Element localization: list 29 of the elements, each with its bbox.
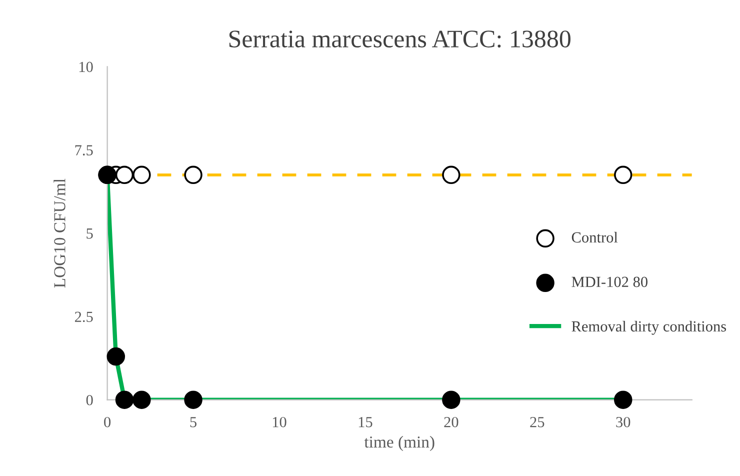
y-tick-label: 10 bbox=[79, 62, 93, 72]
point bbox=[184, 390, 202, 409]
point bbox=[442, 390, 460, 409]
legend-label: Control bbox=[572, 232, 618, 243]
point bbox=[614, 166, 632, 184]
point bbox=[442, 166, 460, 184]
point bbox=[115, 166, 134, 184]
x-tick-label: 30 bbox=[616, 416, 630, 428]
y-axis-title: LOG10 CFU/ml bbox=[54, 178, 66, 288]
y-tick-label: 7.5 bbox=[75, 145, 93, 156]
x-tick-label: 25 bbox=[530, 416, 544, 428]
legend-label: MDI-102 80 bbox=[572, 276, 648, 288]
point bbox=[115, 390, 134, 409]
point bbox=[132, 166, 151, 184]
y-tick-label: 5 bbox=[86, 228, 93, 239]
x-tick-label: 20 bbox=[444, 416, 458, 428]
y-tick-label: 2.5 bbox=[74, 312, 93, 322]
x-tick-label: 5 bbox=[190, 417, 196, 428]
legend-label: Removal dirty conditions bbox=[572, 320, 726, 335]
point bbox=[132, 390, 151, 409]
x-tick-label: 15 bbox=[358, 417, 372, 428]
point bbox=[106, 347, 126, 366]
y-tick-label: 0 bbox=[86, 394, 93, 406]
x-axis-title: time (min) bbox=[364, 436, 434, 452]
point bbox=[184, 166, 202, 184]
x-tick-label: 0 bbox=[104, 416, 111, 428]
x-tick-label: 10 bbox=[272, 416, 286, 428]
chart-title: Serratia marcescens ATCC: 13880 bbox=[229, 30, 570, 48]
point bbox=[614, 390, 632, 409]
